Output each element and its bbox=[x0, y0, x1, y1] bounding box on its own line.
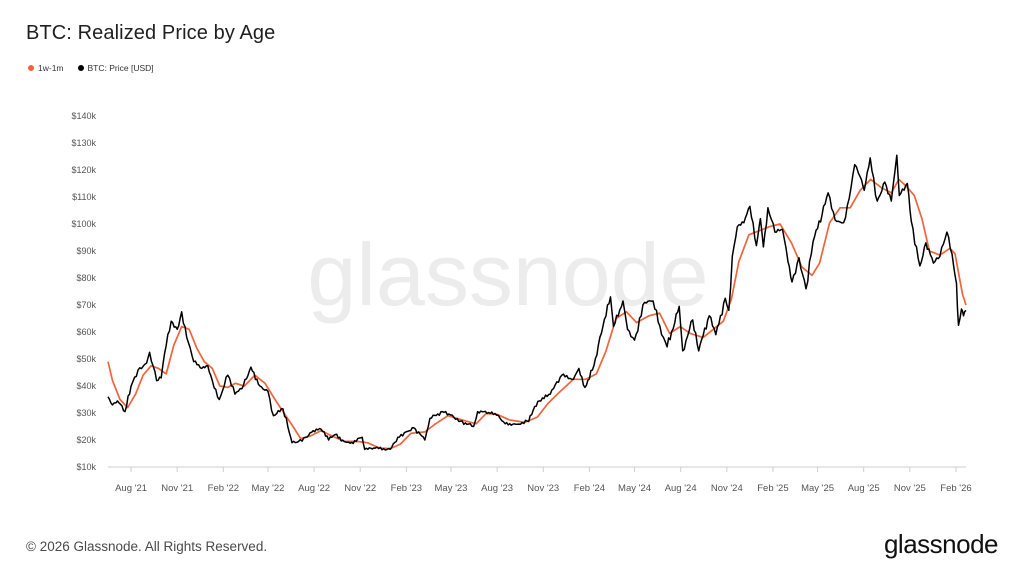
line-chart[interactable]: glassnode $10k $20k $30k $40k $50k $60k $70k $8… bbox=[0, 0, 1024, 520]
y-tick-label: $140k bbox=[71, 111, 96, 121]
chart-legend: 1w-1m BTC: Price [USD] bbox=[28, 63, 154, 73]
legend-item-realized-price[interactable]: 1w-1m bbox=[28, 63, 64, 73]
y-tick-label: $80k bbox=[76, 273, 96, 283]
y-axis: $10k $20k $30k $40k $50k $60k $70k $80k $90k $100… bbox=[71, 111, 96, 472]
x-tick-label: Feb '24 bbox=[574, 483, 605, 494]
x-tick-label: Feb '23 bbox=[391, 483, 422, 494]
y-tick-label: $60k bbox=[76, 327, 96, 337]
series-layer bbox=[107, 154, 967, 451]
y-tick-label: $40k bbox=[76, 381, 96, 391]
y-tick-label: $120k bbox=[71, 165, 96, 175]
x-tick-label: Aug '25 bbox=[848, 483, 880, 494]
y-tick-label: $70k bbox=[76, 300, 96, 310]
x-tick-label: Aug '23 bbox=[481, 483, 513, 494]
x-tick-label: Aug '22 bbox=[298, 483, 330, 494]
legend-label: 1w-1m bbox=[38, 63, 64, 73]
y-tick-label: $10k bbox=[76, 462, 96, 472]
watermark-text: glassnode bbox=[307, 225, 708, 324]
glassnode-logo: glassnode bbox=[883, 529, 999, 559]
series-line-btc-price[interactable] bbox=[107, 154, 967, 451]
y-tick-label: $90k bbox=[76, 246, 96, 256]
y-tick-label: $100k bbox=[71, 219, 96, 229]
x-tick-label: Nov '23 bbox=[527, 483, 559, 494]
x-tick-label: Feb '22 bbox=[208, 483, 239, 494]
y-tick-label: $30k bbox=[76, 408, 96, 418]
y-tick-label: $110k bbox=[72, 192, 96, 202]
x-tick-label: Aug '21 bbox=[115, 483, 147, 494]
x-tick-label: May '23 bbox=[435, 483, 468, 494]
legend-item-btc-price[interactable]: BTC: Price [USD] bbox=[77, 63, 154, 73]
x-tick-label: Nov '21 bbox=[161, 483, 193, 494]
series-line-realized-price-1w-1m[interactable] bbox=[107, 178, 967, 450]
x-tick-label: Feb '26 bbox=[940, 483, 971, 494]
y-tick-label: $130k bbox=[71, 138, 96, 148]
y-tick-label: $20k bbox=[76, 435, 96, 445]
x-tick-label: Nov '24 bbox=[711, 483, 743, 494]
x-tick-label: May '24 bbox=[618, 483, 651, 494]
x-tick-label: Aug '24 bbox=[665, 483, 697, 494]
y-tick-label: $50k bbox=[76, 354, 96, 364]
legend-dot-icon bbox=[28, 65, 34, 71]
x-tick-label: Feb '25 bbox=[757, 483, 788, 494]
legend-label: BTC: Price [USD] bbox=[87, 63, 154, 73]
x-axis: Aug '21 Nov '21 Feb '22 May '22 Aug '22 Nov '… bbox=[108, 466, 972, 494]
legend-dot-icon bbox=[77, 65, 84, 71]
x-tick-label: Nov '25 bbox=[894, 483, 926, 494]
x-tick-label: May '25 bbox=[801, 483, 834, 494]
copyright-text: © 2026 Glassnode. All Rights Reserved. bbox=[26, 539, 268, 554]
x-tick-label: Nov '22 bbox=[344, 483, 376, 494]
x-tick-label: May '22 bbox=[251, 483, 284, 494]
chart-title: BTC: Realized Price by Age bbox=[26, 22, 276, 44]
